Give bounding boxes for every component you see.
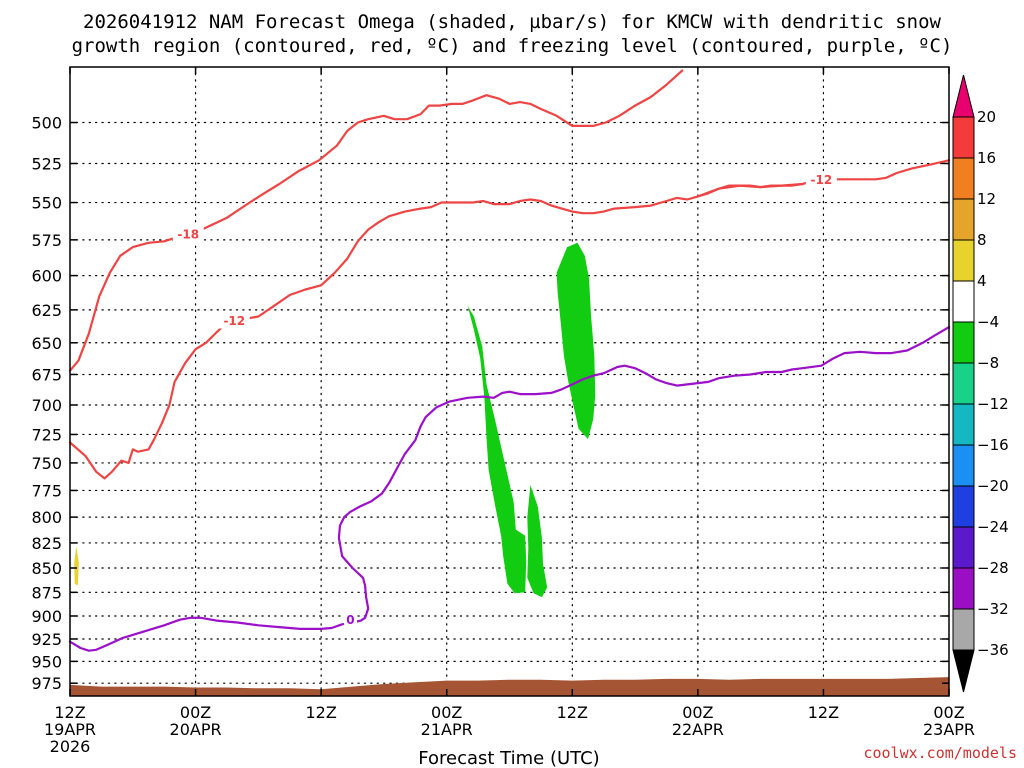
colorbar-bottom-triangle [952, 649, 975, 693]
contours: -18 -12 -12 0 [68, 69, 951, 652]
x-tick-label: 12Z [557, 703, 588, 722]
x-tick-label: 21APR [421, 720, 473, 739]
x-tick-label: 00Z [682, 703, 713, 722]
contour-line [696, 179, 815, 198]
terrain-fill [70, 677, 949, 696]
y-axis: 500 525 550 575 600 625 650 675 700 725 750 775 800 8… [31, 114, 949, 693]
contour-label: -18 [177, 227, 199, 241]
y-tick-label: 675 [31, 365, 62, 384]
y-tick-label: 525 [31, 154, 62, 173]
x-tick-label: 20APR [170, 720, 222, 739]
y-tick-label: 825 [31, 534, 62, 553]
x-tick-label: 19APR [44, 720, 96, 739]
colorbar-box [952, 239, 975, 282]
colorbar-box [952, 198, 975, 241]
x-tick-label: 00Z [180, 703, 211, 722]
y-tick-label: 600 [31, 267, 62, 286]
y-tick-label: 650 [31, 334, 62, 353]
colorbar-label: 16 [977, 149, 996, 167]
title-line1: 2026041912 NAM Forecast Omega (shaded, µ… [83, 11, 941, 33]
y-tick-label: 750 [31, 454, 62, 473]
contour-label-bg [172, 225, 204, 242]
colorbar-box [952, 280, 975, 323]
y-tick-label: 950 [31, 652, 62, 671]
x-tick-label: 2026 [50, 737, 91, 756]
y-tick-label: 500 [31, 114, 62, 133]
colorbar-box [952, 362, 975, 405]
contour-label: 0 [346, 613, 354, 627]
credit-text: coolwx.com/models [863, 744, 1017, 762]
colorbar-label: 4 [977, 272, 987, 290]
colorbar-box [952, 526, 975, 569]
contour-label-bg [218, 312, 250, 329]
x-tick-label: 22APR [672, 720, 724, 739]
contour-label: -12 [223, 314, 245, 328]
plot-background [70, 67, 949, 696]
colorbar-label: −20 [977, 477, 1009, 495]
y-tick-label: 775 [31, 481, 62, 500]
colorbar: 20 16 12 8 4 −4 −8 −12 −16 −20 −24 −28 −32 −36 [952, 74, 1009, 693]
colorbar-box [952, 403, 975, 446]
contour-line [68, 326, 951, 652]
y-tick-label: 575 [31, 231, 62, 250]
colorbar-label: −28 [977, 559, 1009, 577]
colorbar-label: −36 [977, 641, 1009, 659]
y-tick-label: 900 [31, 607, 62, 626]
colorbar-box [952, 485, 975, 528]
title-line2: growth region (contoured, red, ºC) and f… [72, 35, 953, 57]
x-tick-label: 00Z [431, 703, 462, 722]
plot-border [69, 66, 950, 697]
contour-label: -12 [810, 173, 832, 187]
colorbar-box [952, 321, 975, 364]
x-tick-label: 00Z [933, 703, 964, 722]
omega-shade-region [74, 546, 79, 586]
colorbar-box [952, 567, 975, 610]
omega-shade-region [527, 485, 548, 598]
x-axis-title: Forecast Time (UTC) [418, 748, 599, 768]
contour-label-bg [805, 171, 837, 188]
colorbar-label: 12 [977, 190, 996, 208]
terrain [70, 677, 949, 696]
contour-line [68, 69, 684, 372]
plot-frame [69, 66, 950, 697]
y-tick-label: 625 [31, 301, 62, 320]
colorbar-label: −8 [977, 354, 999, 372]
colorbar-label: −16 [977, 436, 1009, 454]
x-tick-label: 12Z [808, 703, 839, 722]
y-tick-label: 725 [31, 425, 62, 444]
y-tick-label: 550 [31, 194, 62, 213]
colorbar-label: −12 [977, 395, 1009, 413]
colorbar-box [952, 444, 975, 487]
y-tick-label: 975 [31, 674, 62, 693]
y-tick-label: 925 [31, 630, 62, 649]
colorbar-label: 8 [977, 231, 987, 249]
colorbar-label: −32 [977, 600, 1009, 618]
y-tick-label: 700 [31, 396, 62, 415]
omega-shade-region [467, 305, 527, 594]
y-tick-label: 850 [31, 559, 62, 578]
y-tick-label: 800 [31, 508, 62, 527]
x-tick-label: 12Z [54, 703, 85, 722]
y-tick-label: 875 [31, 583, 62, 602]
colorbar-box [952, 157, 975, 200]
colorbar-label: −24 [977, 518, 1009, 536]
x-tick-label: 23APR [923, 720, 975, 739]
colorbar-box [952, 608, 975, 651]
contour-label-bg [343, 611, 357, 628]
colorbar-box [952, 116, 975, 159]
x-tick-label: 12Z [305, 703, 336, 722]
omega-shade-region [556, 242, 596, 440]
plot-area [70, 67, 949, 696]
colorbar-label: −4 [977, 313, 999, 331]
colorbar-label: 20 [977, 108, 996, 126]
